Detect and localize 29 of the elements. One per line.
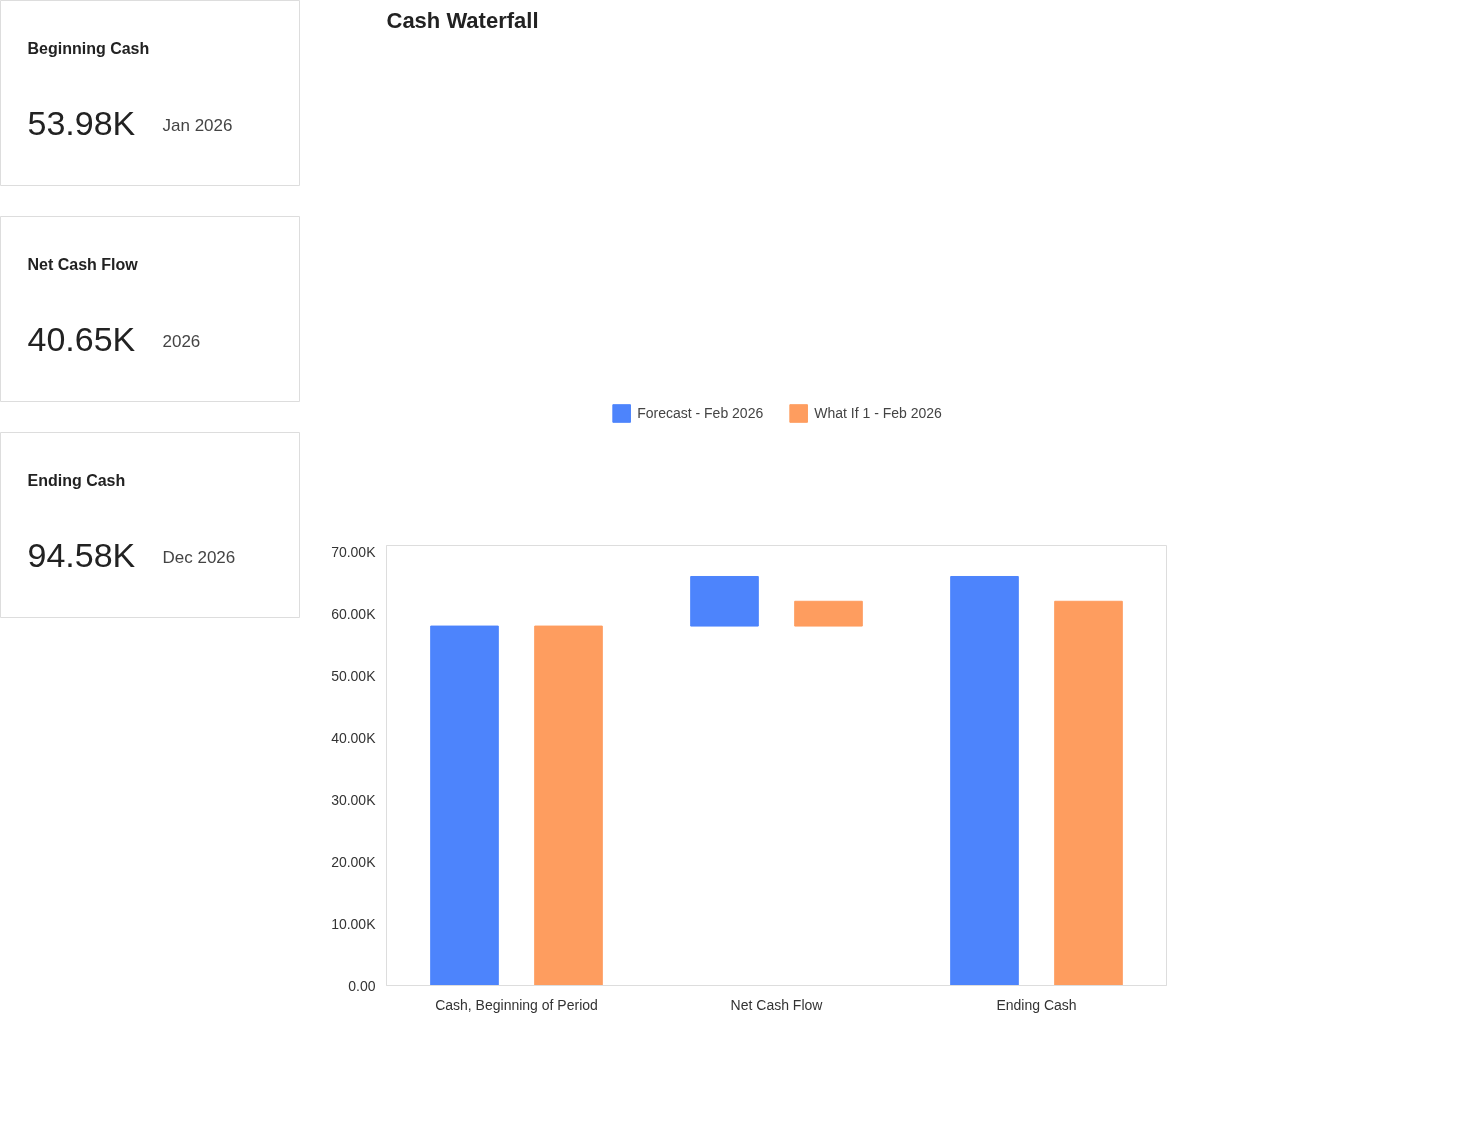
text: 40.65K <box>27 320 136 359</box>
bar <box>950 575 1019 986</box>
y-tick-label: 20.00K <box>331 853 377 870</box>
y-tick-label: 10.00K <box>331 915 377 932</box>
text: 53.98K <box>27 104 136 143</box>
legend-label: What If 1 - Feb 2026 <box>814 404 942 421</box>
text: 2026 <box>162 332 201 352</box>
text: Jan 2026 <box>162 115 233 135</box>
y-tick-label: 0.00 <box>348 977 376 994</box>
legend-label: Forecast - Feb 2026 <box>637 404 764 421</box>
y-tick-label: 70.00K <box>331 543 377 560</box>
chart-title: Cash Waterfall <box>386 7 539 33</box>
text: Ending Cash <box>27 472 126 490</box>
text: Beginning Cash <box>27 40 150 58</box>
bar <box>430 625 499 986</box>
text: Net Cash Flow <box>27 256 139 274</box>
x-tick-label: Cash, Beginning of Period <box>435 996 598 1013</box>
bar <box>534 625 603 986</box>
bar <box>1054 600 1123 986</box>
bar <box>690 575 759 627</box>
text: 94.58K <box>27 536 136 575</box>
x-tick-label: Net Cash Flow <box>730 996 824 1013</box>
y-tick-label: 60.00K <box>331 605 377 622</box>
bar <box>794 600 863 627</box>
y-tick-label: 40.00K <box>331 729 377 746</box>
y-tick-label: 30.00K <box>331 791 377 808</box>
text: Dec 2026 <box>162 547 236 567</box>
x-tick-label: Ending Cash <box>996 996 1077 1013</box>
y-tick-label: 50.00K <box>331 667 377 684</box>
